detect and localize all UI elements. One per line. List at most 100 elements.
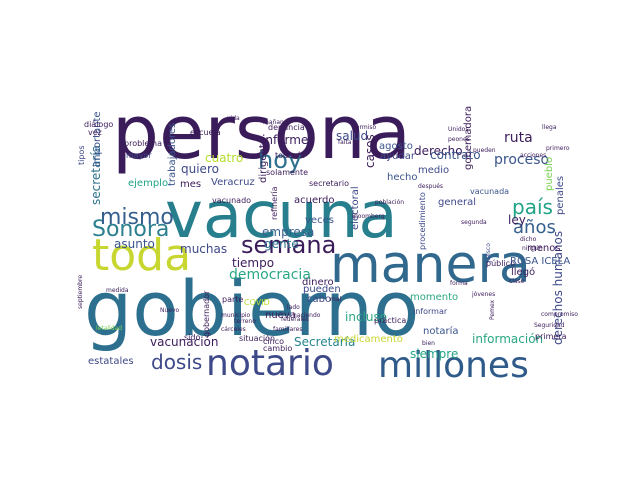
cloud-word: compromiso — [541, 311, 578, 318]
cloud-word: secretario — [309, 179, 349, 188]
cloud-word: cuatro — [205, 151, 243, 165]
cloud-word: dicho — [520, 236, 537, 243]
cloud-word: trabajadores — [167, 123, 178, 186]
cloud-word: mañana — [263, 119, 288, 126]
cloud-word: peones — [448, 136, 470, 143]
cloud-word: Secretaría — [294, 335, 355, 349]
cloud-word: haciendo — [293, 312, 321, 319]
cloud-word: Sonora — [92, 217, 169, 242]
cloud-word: diálogo — [84, 120, 113, 129]
cloud-word: septiembre — [77, 275, 84, 309]
cloud-word: ruta — [504, 130, 533, 146]
cloud-word: pueblo — [544, 157, 555, 191]
cloud-word: acciones — [520, 152, 546, 159]
cloud-word: empresa — [262, 225, 314, 239]
cloud-word: importante — [92, 111, 103, 167]
cloud-word: menos — [527, 243, 561, 254]
cloud-word: población — [375, 199, 404, 206]
cloud-word: lado — [287, 304, 300, 311]
cloud-word: mismo — [100, 205, 174, 230]
cloud-word: muchas — [180, 242, 227, 256]
cloud-word: Bloomberg — [352, 213, 385, 220]
cloud-word: dosis — [151, 350, 202, 374]
cloud-word: momento — [410, 292, 458, 303]
cloud-word: Jalisco — [485, 243, 492, 263]
cloud-word: refinería — [270, 186, 279, 220]
cloud-word: informar — [413, 307, 448, 316]
cloud-word: COVID — [244, 298, 270, 307]
cloud-word: notaría — [423, 325, 459, 337]
cloud-word: nueva — [265, 310, 296, 321]
cloud-word: mal — [330, 296, 342, 303]
cloud-word: denuncia — [268, 123, 305, 132]
cloud-word: segunda — [461, 219, 487, 226]
cloud-word: toda — [92, 230, 191, 281]
cloud-word: situación — [239, 333, 275, 343]
cloud-word: después — [418, 183, 443, 190]
cloud-word: semana — [241, 231, 336, 259]
cloud-word: solamente — [266, 168, 308, 177]
cloud-word: democracia — [229, 267, 311, 283]
cloud-word: información — [472, 332, 543, 346]
cloud-word: pueden — [303, 284, 341, 295]
cloud-word: primero — [546, 145, 570, 152]
cloud-word: hoy — [258, 146, 302, 174]
cloud-word: acuerdo — [294, 195, 335, 206]
cloud-word: ningún — [522, 245, 543, 252]
cloud-word: incluso — [345, 310, 387, 324]
cloud-word: contrato — [430, 148, 481, 162]
cloud-word: bien — [422, 340, 435, 347]
cloud-word: llega — [542, 124, 557, 131]
cloud-word: millones — [378, 345, 529, 386]
cloud-word: país — [512, 195, 553, 219]
cloud-word: casos — [363, 134, 377, 168]
cloud-word: forma — [450, 280, 468, 287]
cloud-word: tiempo — [232, 256, 274, 270]
cloud-word: Veracruz — [211, 177, 255, 188]
cloud-word: ejemplo — [128, 178, 168, 189]
cloud-word: proceso — [494, 152, 549, 168]
cloud-word: procedimiento — [418, 192, 427, 250]
cloud-word: penales — [555, 176, 566, 215]
cloud-word: terreno — [234, 318, 256, 325]
cloud-word: informe — [262, 133, 308, 147]
cloud-word: manera — [330, 235, 531, 295]
cloud-word: electoral — [350, 186, 361, 230]
cloud-word: estatales — [88, 356, 134, 367]
cloud-word: gente — [264, 237, 299, 251]
cloud-word: federales — [281, 316, 309, 323]
cloud-word: derecho — [414, 144, 463, 158]
cloud-word: asunto — [114, 237, 155, 251]
cloud-word: vacunada — [470, 187, 509, 196]
cloud-word: pueden — [473, 147, 496, 154]
cloud-word: ley — [508, 213, 526, 227]
cloud-word: gobernadora — [463, 106, 474, 170]
cloud-word: quiero — [181, 162, 219, 176]
cloud-word: siempre — [410, 347, 458, 361]
cloud-word: secretaría — [89, 145, 103, 205]
cloud-word: medio — [418, 165, 449, 176]
cloud-word: ayudar — [380, 151, 416, 162]
cloud-word: vacunado — [212, 196, 251, 205]
cloud-word: sido — [184, 333, 200, 342]
cloud-word: dirigente — [258, 138, 269, 183]
cloud-word: permiso — [352, 124, 376, 131]
cloud-word: ROSA ICELA — [510, 256, 570, 267]
cloud-word: general — [438, 197, 476, 208]
cloud-word: veces — [305, 215, 334, 226]
cloud-word: familiares — [273, 326, 302, 333]
cloud-word: dinero — [302, 277, 334, 288]
cloud-word: letalidad — [96, 325, 122, 332]
cloud-word: notario — [206, 343, 334, 384]
cloud-word: problema — [124, 139, 162, 148]
cloud-word: medida — [106, 287, 129, 294]
cloud-word: municipio — [221, 312, 251, 319]
cloud-word: primera — [535, 332, 567, 341]
cloud-word: mes — [180, 179, 201, 190]
cloud-word: cambio — [263, 344, 292, 353]
cloud-word: todavía — [275, 151, 305, 160]
cloud-word: salud — [336, 129, 368, 143]
